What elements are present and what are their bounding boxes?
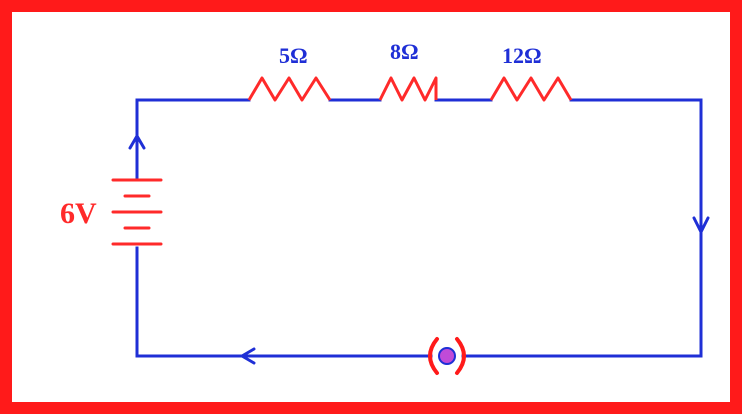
resistor-label-3: 12Ω	[502, 43, 542, 68]
battery-voltage-label: 6V	[60, 197, 97, 230]
arrow-icon	[128, 134, 146, 150]
arrow-icon	[692, 216, 710, 234]
circuit-wires	[135, 98, 703, 358]
resistors	[247, 76, 573, 102]
switch-symbol	[428, 337, 466, 375]
resistor-label-1: 5Ω	[279, 43, 308, 68]
arrow-icon	[240, 347, 256, 365]
battery-symbol	[111, 178, 163, 246]
resistor-5-ohm	[247, 76, 332, 102]
resistor-12-ohm	[489, 76, 573, 102]
resistor-label-2: 8Ω	[390, 39, 419, 64]
resistor-8-ohm	[378, 76, 438, 102]
